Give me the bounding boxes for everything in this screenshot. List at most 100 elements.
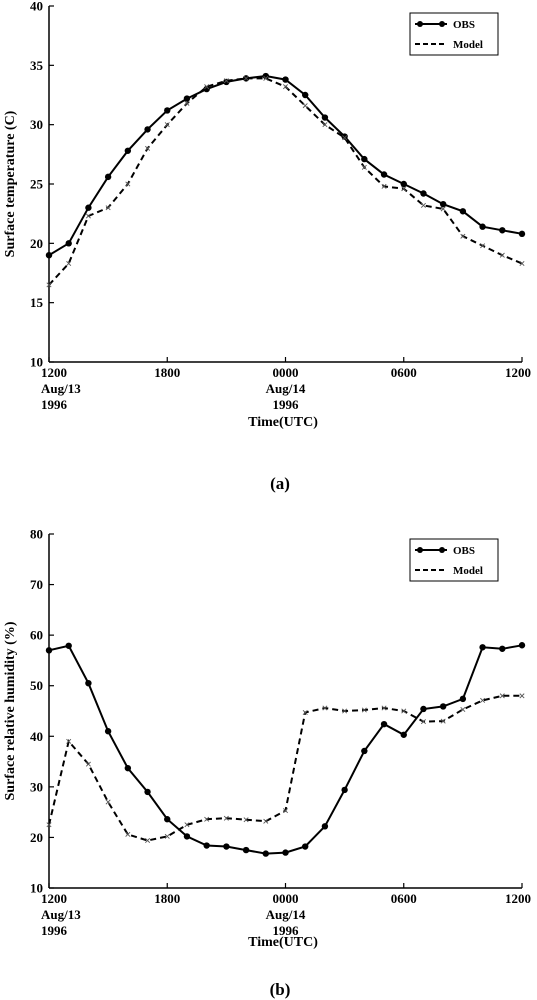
data-point-obs [223,843,230,850]
data-point-model [401,186,407,192]
legend-marker-obs [439,547,445,553]
chart-a-ylabel: Surface temperature (C) [3,110,18,257]
data-point-obs [45,252,53,259]
data-point-model [342,708,348,714]
y-tick-label: 15 [30,295,44,310]
legend-label-obs: OBS [453,545,475,557]
data-point-obs [183,833,191,840]
data-point-obs [85,204,92,211]
data-point-obs [164,107,171,114]
x-tick-label: 1800 [154,365,180,380]
chart-a-legend: OBS Model [409,12,499,56]
legend-label-obs: OBS [453,19,475,31]
data-point-obs [459,695,467,703]
data-point-obs [400,731,407,738]
data-point-model [125,831,131,837]
x-tick-label: Aug/13 [41,907,81,922]
data-point-model [125,181,131,187]
data-point-obs [65,240,72,247]
data-point-obs [420,190,427,197]
data-point-model [243,75,249,81]
data-point-obs [282,849,289,856]
data-point-obs [302,91,309,99]
data-point-model [263,818,269,824]
data-point-obs [65,642,72,649]
data-point-model [322,122,328,128]
data-point-model [282,84,289,90]
series-line-obs [48,74,523,257]
y-tick-label: 40 [30,729,43,744]
x-tick-label: 1200 [41,891,67,906]
data-point-obs [439,703,447,710]
chart-a-series [45,72,526,288]
data-point-obs [282,76,289,83]
data-point-model [480,243,486,249]
data-point-obs [321,114,329,121]
data-point-model [519,260,525,267]
data-point-obs [479,223,486,230]
data-point-obs [144,788,151,796]
y-tick-label: 50 [30,678,43,693]
data-point-obs [518,230,526,238]
data-point-model [46,282,52,288]
data-point-model [164,122,170,128]
x-tick-label: 1996 [273,397,300,412]
legend-marker-obs [417,547,423,553]
x-tick-label: 1200 [505,891,531,906]
data-point-model [342,135,348,141]
chart-b-axes [48,533,523,889]
y-tick-label: 30 [30,779,43,794]
data-point-obs [183,95,191,102]
y-tick-label: 40 [30,0,43,14]
data-point-obs [459,208,467,215]
data-point-model [440,718,446,724]
chart-b-panel-label: (b) [270,980,291,999]
data-point-model [440,206,446,212]
data-point-obs [518,642,526,649]
data-point-obs [203,842,210,849]
data-point-model [204,84,210,90]
data-point-model [322,705,328,711]
data-point-model [85,761,91,767]
legend-label-model: Model [453,565,483,577]
data-point-model [46,822,52,828]
data-point-model [420,719,426,725]
chart-a-panel-label: (a) [270,474,290,493]
x-tick-label: 0000 [273,365,299,380]
x-tick-label: Aug/14 [266,907,306,922]
chart-b-xlabel: Time(UTC) [248,935,318,950]
y-tick-label: 35 [30,58,44,73]
data-point-model [85,213,91,219]
data-point-obs [302,843,309,850]
data-point-model [519,693,525,699]
data-point-model [361,164,367,170]
data-point-obs [242,846,250,854]
chart-a-axes [48,5,523,363]
series-line-model [48,694,522,842]
x-tick-label: Aug/13 [41,381,81,396]
y-tick-label: 25 [30,177,44,192]
data-point-model [164,833,170,839]
legend-label-model: Model [453,39,483,51]
x-tick-label: 1200 [505,365,531,380]
x-tick-label: 1996 [41,923,68,938]
data-point-obs [164,816,171,823]
chart-b-legend-box [409,538,499,582]
data-point-obs [499,645,506,652]
data-point-model [145,145,151,151]
data-point-model [381,183,387,189]
data-point-model [460,233,466,239]
chart-b-series [45,642,526,857]
data-point-obs [85,679,92,687]
data-point-model [499,252,505,258]
x-tick-label: 1996 [273,923,300,938]
y-tick-label: 10 [30,881,43,896]
data-point-model [184,100,190,106]
y-tick-label: 20 [30,236,43,251]
data-point-model [184,822,190,828]
data-point-obs [321,823,329,830]
data-point-model [460,706,466,713]
